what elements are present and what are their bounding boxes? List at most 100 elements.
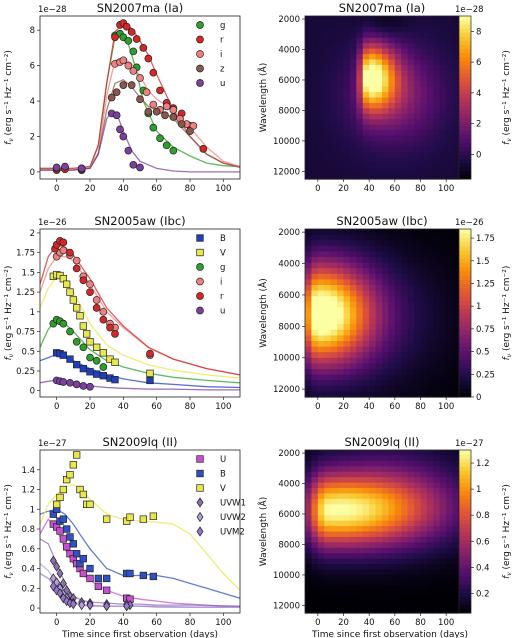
heatmap-cell bbox=[311, 585, 319, 592]
heatmap-cell bbox=[356, 21, 364, 28]
heatmap-cell bbox=[388, 380, 396, 387]
heatmap-cell bbox=[362, 285, 370, 292]
heatmap-cell bbox=[407, 307, 415, 314]
heatmap-cell bbox=[311, 313, 319, 320]
heatmap-cell bbox=[337, 460, 345, 467]
heatmap-cell bbox=[394, 520, 402, 527]
heatmap-cell bbox=[452, 520, 460, 527]
data-point bbox=[129, 160, 138, 169]
heatmap-cell bbox=[394, 352, 402, 359]
heatmap-cell bbox=[452, 324, 460, 331]
heatmap-cell bbox=[394, 43, 402, 50]
heatmap-cell bbox=[388, 54, 396, 61]
heatmap-cell bbox=[433, 602, 441, 609]
colorbar-swatch bbox=[459, 568, 471, 573]
data-point bbox=[149, 123, 158, 132]
heatmap-cell bbox=[420, 92, 428, 99]
heatmap-cell bbox=[433, 596, 441, 603]
heatmap-cell bbox=[311, 352, 319, 359]
heatmap-cell bbox=[375, 607, 383, 614]
heatmap-cell bbox=[343, 290, 351, 297]
heatmap-cell bbox=[439, 455, 447, 462]
heatmap-cell bbox=[337, 290, 345, 297]
heatmap-cell bbox=[356, 526, 364, 533]
colorbar-tick-label: 0.5 bbox=[476, 348, 490, 358]
heatmap-cell bbox=[426, 130, 434, 137]
colorbar-swatch bbox=[459, 28, 471, 33]
heatmap-cell bbox=[349, 92, 357, 99]
heatmap-cell bbox=[343, 273, 351, 280]
heatmap-cell bbox=[349, 257, 357, 264]
heatmap-cell bbox=[394, 21, 402, 28]
data-point bbox=[86, 288, 94, 296]
heatmap-cell bbox=[343, 86, 351, 93]
heatmap-cell bbox=[433, 391, 441, 398]
heatmap-cell bbox=[407, 380, 415, 387]
data-point bbox=[73, 361, 81, 369]
heatmap-cell bbox=[446, 341, 454, 348]
heatmap-cell bbox=[452, 92, 460, 99]
heatmap-cell bbox=[420, 455, 428, 462]
heatmap-cell bbox=[382, 471, 390, 478]
heatmap-cell bbox=[305, 151, 313, 158]
heatmap-cell bbox=[305, 102, 313, 109]
heatmap-cell bbox=[439, 81, 447, 88]
heatmap-cell bbox=[356, 482, 364, 489]
heatmap-cell bbox=[446, 357, 454, 364]
heatmap-cell bbox=[414, 515, 422, 522]
heatmap-cell bbox=[349, 26, 357, 33]
heatmap-cell bbox=[317, 268, 325, 275]
heatmap-cell bbox=[414, 558, 422, 565]
heatmap-cell bbox=[375, 168, 383, 175]
heatmap-cell bbox=[426, 391, 434, 398]
heatmap-cell bbox=[420, 240, 428, 247]
legend-label: UVM2 bbox=[220, 528, 245, 538]
heatmap-cell bbox=[337, 504, 345, 511]
heatmap-cell bbox=[452, 240, 460, 247]
x-tick-label: 80 bbox=[415, 618, 426, 628]
heatmap-cell bbox=[446, 108, 454, 115]
heatmap-cell bbox=[401, 591, 409, 598]
heatmap-cell bbox=[452, 119, 460, 126]
data-point bbox=[59, 246, 68, 255]
heatmap-cell bbox=[317, 124, 325, 131]
heatmap-cell bbox=[375, 157, 383, 164]
legend-label: UVW2 bbox=[220, 513, 246, 523]
heatmap-cell bbox=[369, 257, 377, 264]
heatmap-cell bbox=[349, 580, 357, 587]
heatmap-cell bbox=[394, 124, 402, 131]
heatmap-cell bbox=[439, 385, 447, 392]
heatmap-cell bbox=[388, 329, 396, 336]
heatmap-cell bbox=[324, 471, 332, 478]
heatmap-cell bbox=[394, 547, 402, 554]
colorbar-swatch bbox=[459, 462, 471, 467]
heatmap-cell bbox=[382, 43, 390, 50]
heatmap-cell bbox=[311, 108, 319, 115]
heatmap-cell bbox=[305, 290, 313, 297]
heatmap-cell bbox=[330, 86, 338, 93]
x-tick-label: 0 bbox=[54, 184, 59, 194]
heatmap-cell bbox=[311, 262, 319, 269]
heatmap-cell bbox=[401, 81, 409, 88]
heatmap-cell bbox=[388, 346, 396, 353]
heatmap-cell bbox=[420, 531, 428, 538]
heatmap-cell bbox=[394, 374, 402, 381]
heatmap-cell bbox=[317, 279, 325, 286]
heatmap-cell bbox=[446, 26, 454, 33]
heatmap-cell bbox=[311, 81, 319, 88]
heatmap-cell bbox=[433, 245, 441, 252]
heatmap-cell bbox=[394, 477, 402, 484]
heatmap-cell bbox=[324, 477, 332, 484]
heatmap-cell bbox=[356, 493, 364, 500]
heatmap-cell bbox=[305, 341, 313, 348]
heatmap-cell bbox=[382, 229, 390, 236]
plot-area bbox=[40, 236, 240, 391]
heatmap-cell bbox=[401, 341, 409, 348]
heatmap-cell bbox=[446, 346, 454, 353]
heatmap-cell bbox=[369, 536, 377, 543]
heatmap-cell bbox=[311, 369, 319, 376]
colorbar-swatch bbox=[459, 237, 471, 243]
data-point bbox=[86, 382, 94, 391]
heatmap-cell bbox=[433, 574, 441, 581]
heatmap-cell bbox=[401, 146, 409, 153]
